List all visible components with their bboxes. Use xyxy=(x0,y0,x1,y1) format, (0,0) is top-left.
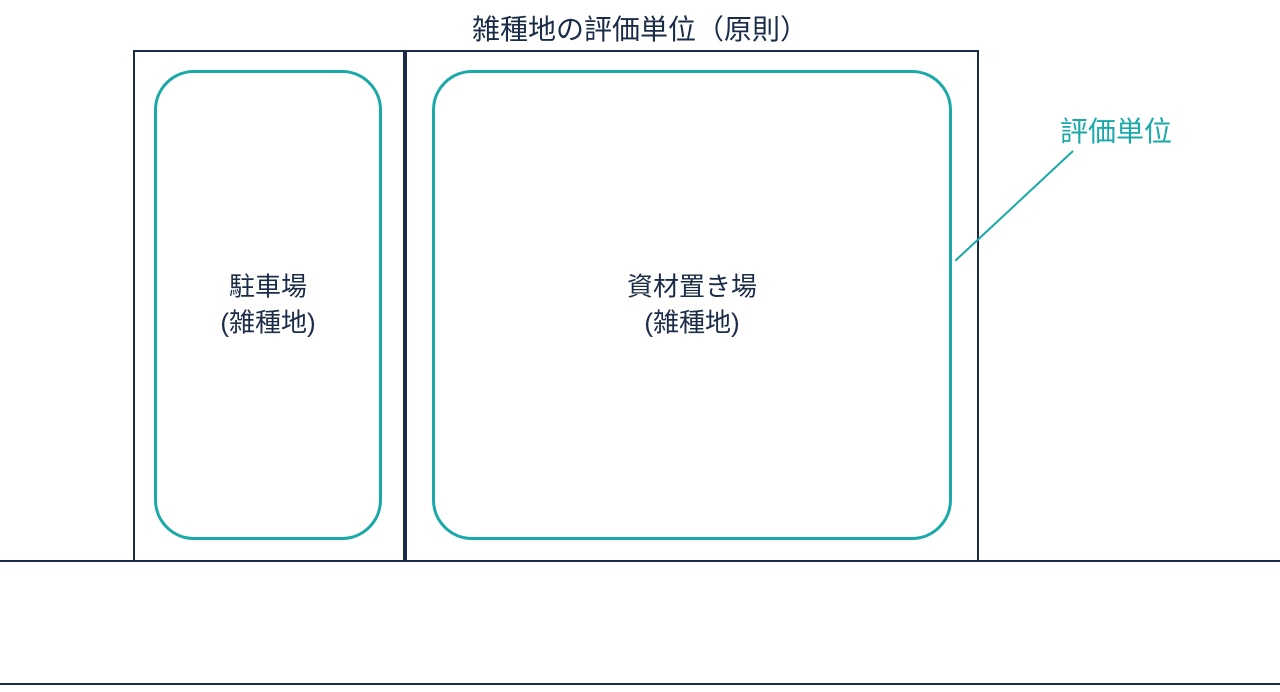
ground-line-lower xyxy=(0,683,1280,685)
plot-right-line1: 資材置き場 xyxy=(627,272,757,302)
plot-right-line2: (雑種地) xyxy=(644,308,739,338)
diagram-title: 雑種地の評価単位（原則） xyxy=(472,8,808,48)
plot-label-parking: 駐車場 (雑種地) xyxy=(220,269,315,342)
annotation-label: 評価単位 xyxy=(1060,110,1172,150)
plot-left-line2: (雑種地) xyxy=(220,308,315,338)
ground-line-upper xyxy=(0,560,1280,562)
plot-left-line1: 駐車場 xyxy=(229,272,307,302)
plot-label-storage: 資材置き場 (雑種地) xyxy=(627,269,757,342)
